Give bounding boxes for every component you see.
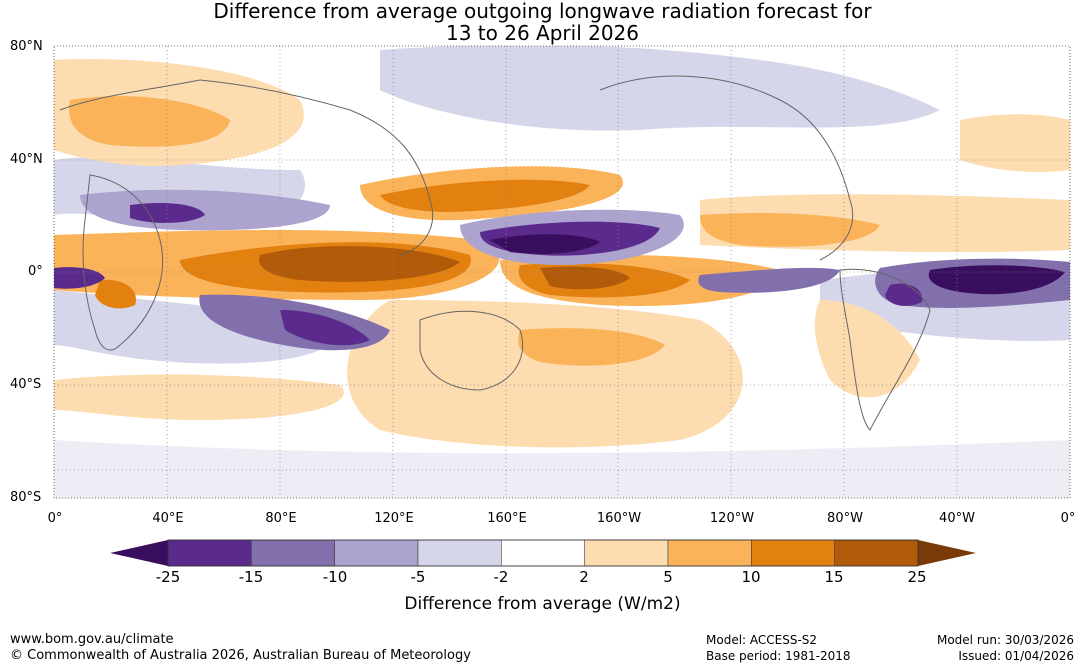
colorbar-tick: 10 <box>741 568 761 586</box>
lon-label-160w: 160°W <box>596 511 642 526</box>
anomaly-region <box>54 440 1070 498</box>
website-link[interactable]: www.bom.gov.au/climate <box>10 632 174 647</box>
lon-label-160e: 160°E <box>487 511 527 526</box>
lon-label-40w: 40°W <box>939 511 975 526</box>
colorbar-cell <box>751 539 835 567</box>
anomaly-region <box>490 234 600 254</box>
anomaly-region <box>960 114 1070 172</box>
lat-label-0: 0° <box>28 264 43 279</box>
colorbar-cell <box>834 539 919 567</box>
colorbar-tick: -2 <box>493 568 509 586</box>
lat-label-80s: 80°S <box>10 490 42 505</box>
colorbar-cell <box>417 539 502 567</box>
colorbar-cell <box>251 539 335 567</box>
anomaly-region <box>518 328 665 366</box>
colorbar-title: Difference from average (W/m2) <box>404 594 681 614</box>
lon-label-80w: 80°W <box>827 511 863 526</box>
map-title-line-2: 13 to 26 April 2026 <box>445 21 640 45</box>
colorbar-tick: 25 <box>907 568 927 586</box>
anomaly-region <box>698 267 840 293</box>
model-run-date: Model run: 30/03/2026 <box>936 633 1074 647</box>
anomaly-region <box>700 213 880 247</box>
issued-date: Issued: 01/04/2026 <box>958 649 1074 663</box>
coastline <box>82 174 164 351</box>
anomaly-region <box>54 290 336 364</box>
colorbar-cell <box>334 539 419 567</box>
model-name: Model: ACCESS-S2 <box>706 633 818 647</box>
anomaly-region <box>69 96 231 147</box>
copyright-text: © Commonwealth of Australia 2026, Austra… <box>10 648 471 663</box>
lon-label-0-right: 0° <box>1060 511 1076 526</box>
lat-label-80n: 80°N <box>10 39 43 54</box>
colorbar-cell <box>167 539 252 567</box>
colorbar-cell <box>584 539 669 567</box>
colorbar-cell <box>501 539 585 567</box>
colorbar-tick: -25 <box>155 568 181 586</box>
colorbar-tick: 15 <box>824 568 844 586</box>
lon-label-80e: 80°E <box>265 511 297 526</box>
lon-label-40e: 40°E <box>152 511 184 526</box>
anomaly-region <box>54 267 105 289</box>
coastline <box>599 75 854 261</box>
anomaly-region <box>928 265 1065 295</box>
colorbar-cell <box>667 539 752 567</box>
coastline <box>59 79 434 256</box>
colorbar-tick: -5 <box>410 568 426 586</box>
colorbar-tick: -10 <box>322 568 348 586</box>
lon-label-120e: 120°E <box>374 511 414 526</box>
base-period: Base period: 1981-2018 <box>706 649 851 663</box>
anomaly-region <box>814 300 920 398</box>
coastline <box>839 268 931 431</box>
map-title-line-1: Difference from average outgoing longwav… <box>213 0 872 23</box>
lat-label-40s: 40°S <box>10 377 42 392</box>
anomaly-region <box>380 46 940 131</box>
anomaly-region <box>380 179 590 212</box>
anomaly-region <box>95 279 136 309</box>
anomaly-region <box>259 246 460 282</box>
colorbar-tick: 2 <box>579 568 589 586</box>
lon-label-120w: 120°W <box>709 511 755 526</box>
lon-label-0: 0° <box>47 511 63 526</box>
colorbar-tick: 5 <box>663 568 673 586</box>
anomaly-region <box>130 203 205 223</box>
colorbar-tick: -15 <box>238 568 264 586</box>
anomaly-region <box>54 374 344 420</box>
coastline <box>419 310 524 391</box>
lat-label-40n: 40°N <box>10 152 43 167</box>
anomaly-region <box>280 310 370 346</box>
colorbar-arrow-low <box>110 540 168 566</box>
colorbar-arrow-high <box>918 540 976 566</box>
